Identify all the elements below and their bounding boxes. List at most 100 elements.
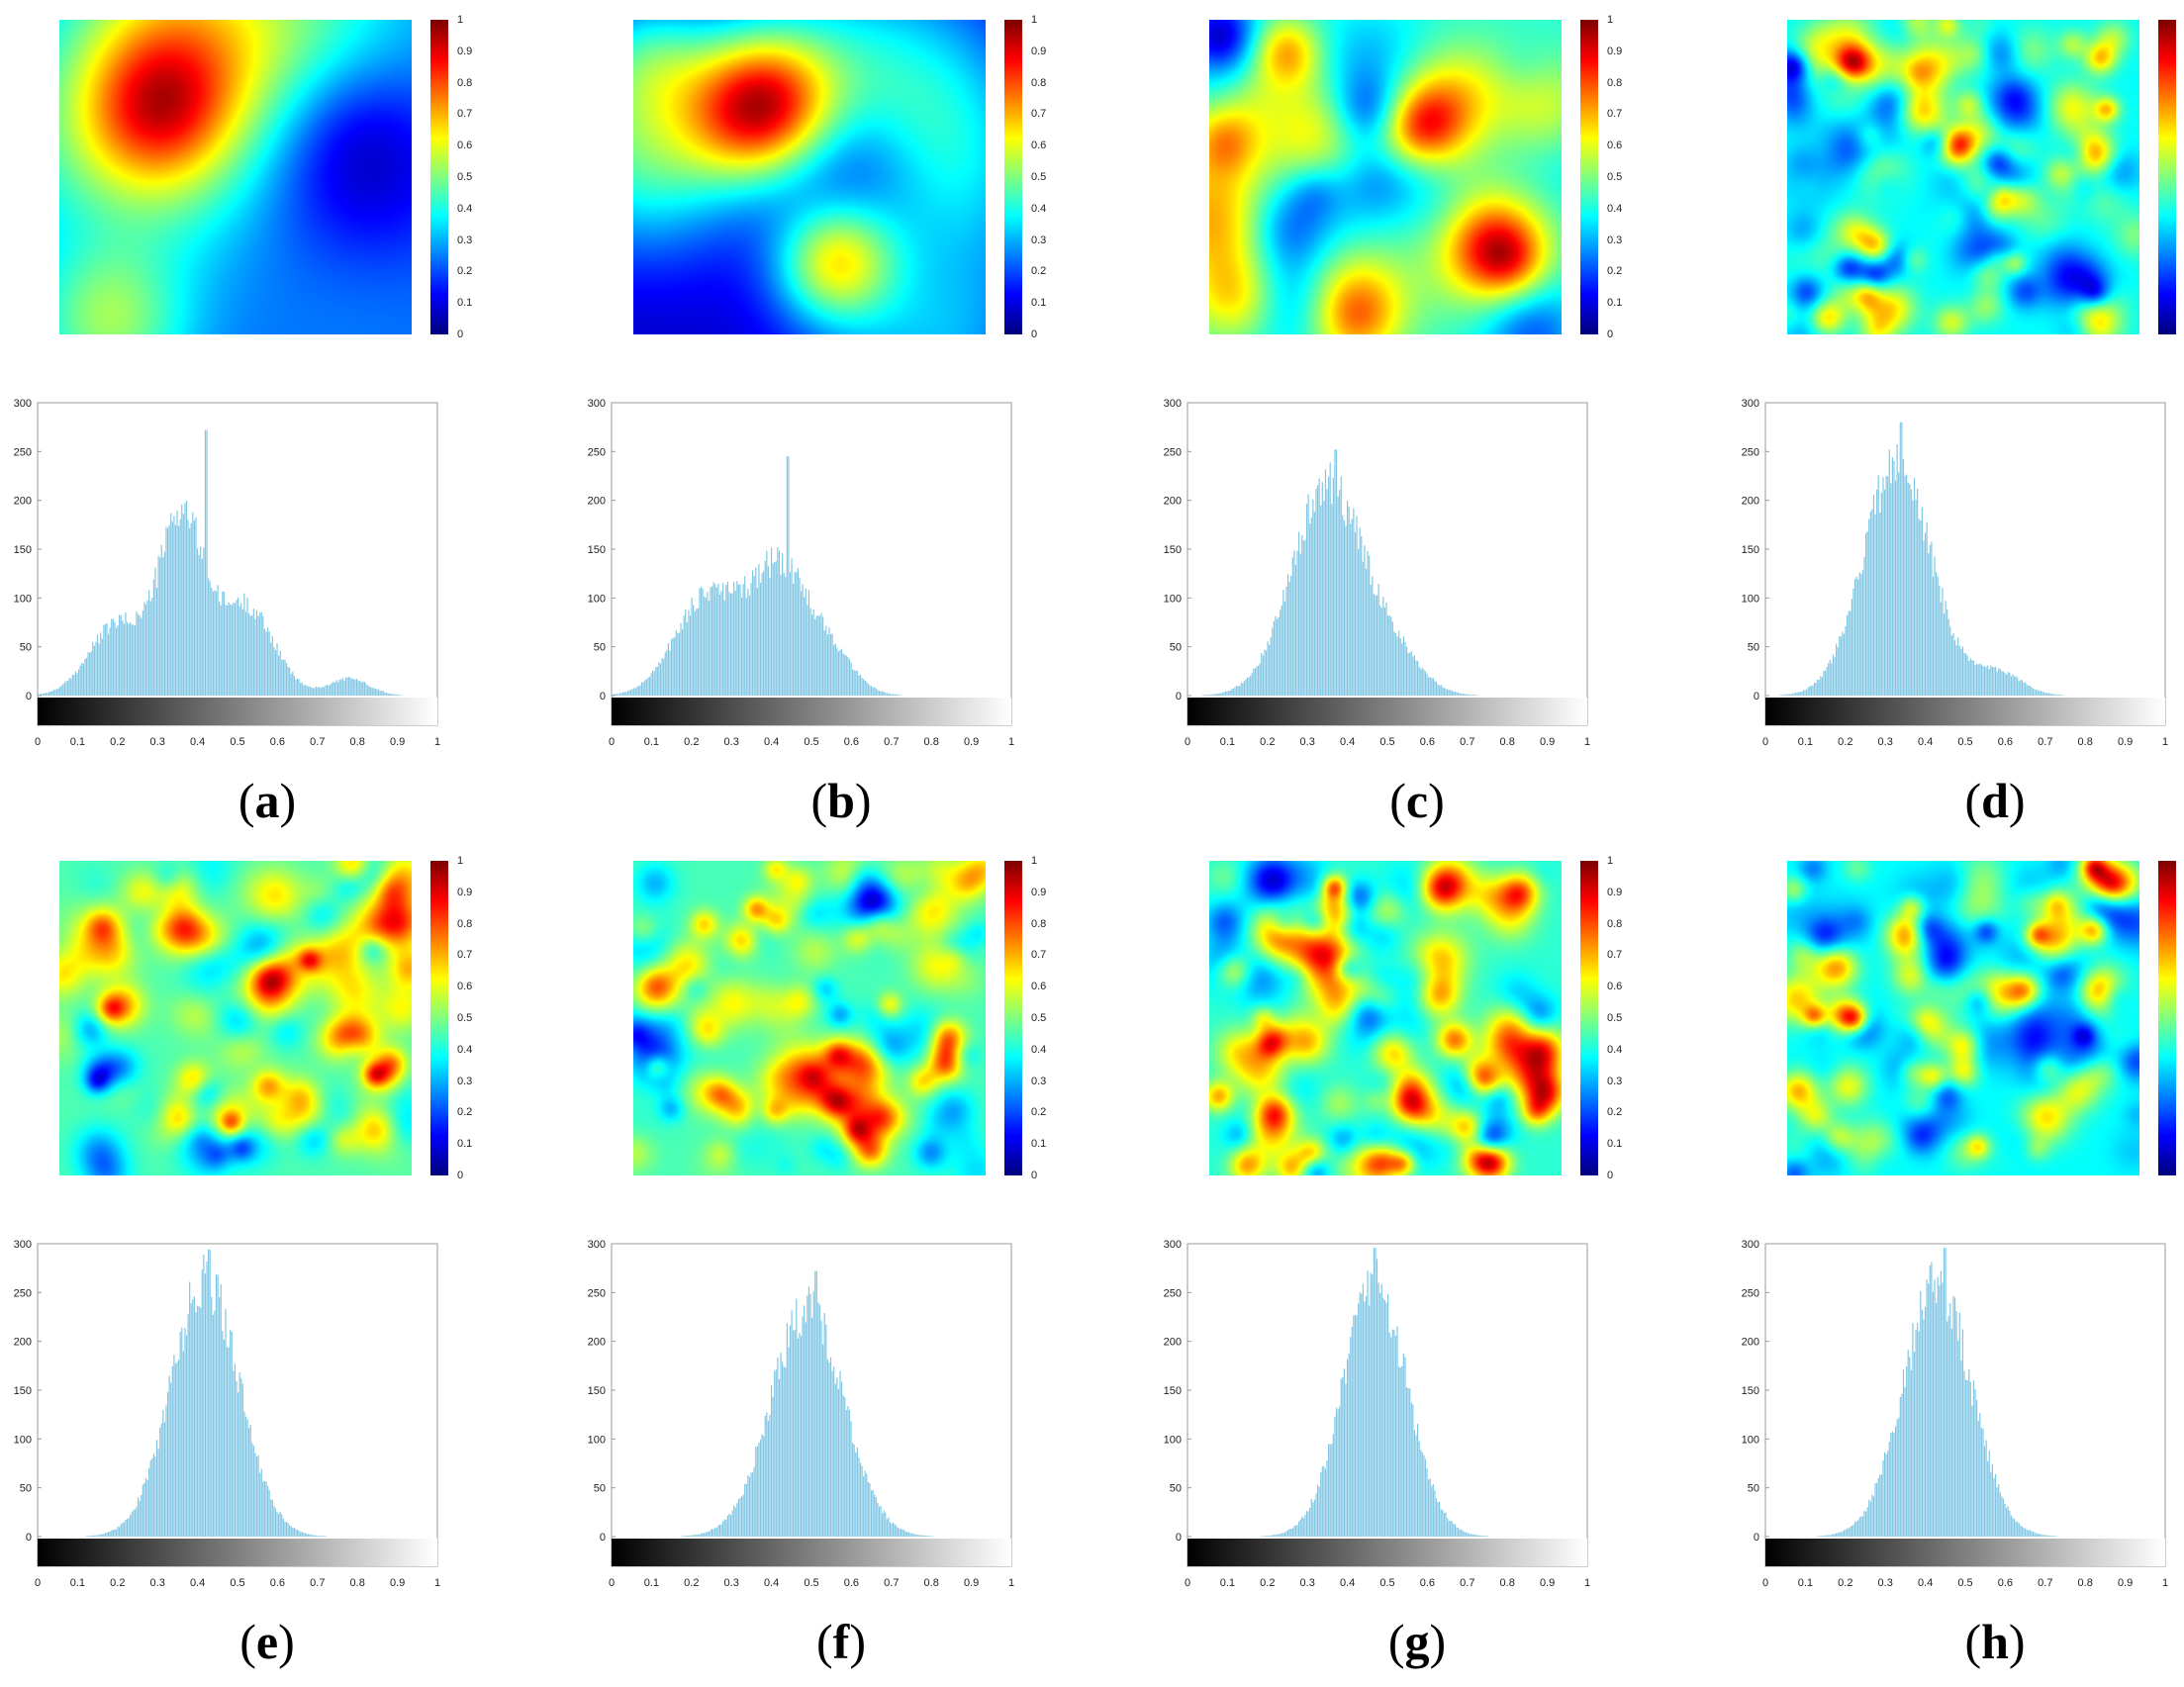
histogram-bar <box>341 677 343 696</box>
histogram-bar <box>236 1380 237 1537</box>
histogram-bar <box>1456 692 1458 696</box>
histogram-bar <box>1847 614 1849 696</box>
histogram-bar <box>1259 663 1261 696</box>
histogram-bar <box>387 693 389 696</box>
histogram-bar <box>2037 1533 2039 1537</box>
x-tick-label: 0.9 <box>964 1577 979 1589</box>
panel-letter: f <box>832 1614 850 1669</box>
histogram-bar <box>1815 683 1817 696</box>
histogram-bar <box>2012 674 2014 696</box>
histogram-bar <box>1342 515 1344 696</box>
histogram-bar <box>1942 588 1944 696</box>
histogram-bar <box>705 598 707 696</box>
histogram-bar <box>1258 665 1260 696</box>
colorbar-tick-label: 0.5 <box>457 1012 473 1024</box>
histogram-bar <box>362 681 364 696</box>
histogram-bar <box>815 615 817 696</box>
y-tick-label: 100 <box>1164 593 1182 605</box>
histogram-bar <box>257 1454 259 1537</box>
y-tick-label: 150 <box>1742 544 1759 556</box>
histogram-bar <box>1890 1432 1892 1537</box>
histogram-bar <box>1829 659 1831 696</box>
histogram-bar <box>271 1499 273 1537</box>
histogram-bar <box>1282 590 1284 696</box>
histogram-bar <box>680 622 682 696</box>
histogram-bar <box>1950 1328 1952 1537</box>
histogram-bar <box>1470 1534 1472 1537</box>
histogram-bar <box>203 547 205 696</box>
y-tick-label: 200 <box>588 496 606 508</box>
histogram-bar <box>395 694 397 696</box>
histogram-bar <box>1899 1397 1901 1537</box>
histogram-bar <box>240 1377 242 1537</box>
histogram-bar <box>85 657 88 696</box>
histogram-bar <box>1961 1329 1964 1537</box>
histogram-bar <box>2002 1498 2005 1537</box>
panel-letter: h <box>1981 1614 2009 1669</box>
histogram-bar <box>96 634 99 696</box>
histogram-bar <box>1837 647 1839 696</box>
histogram-bar <box>763 1436 765 1537</box>
histogram-bar <box>2052 694 2054 696</box>
colorbar-tick-label: 0.2 <box>457 1106 473 1119</box>
histogram-bar <box>1337 1409 1339 1537</box>
histogram-bar <box>130 1515 132 1537</box>
histogram-bar <box>853 670 855 696</box>
histogram-bar <box>1850 1527 1852 1537</box>
histogram-bar <box>634 688 636 696</box>
histogram-bar <box>146 600 148 696</box>
histogram-bar <box>1415 1435 1417 1537</box>
histogram-bar <box>1239 686 1241 696</box>
histogram-bar <box>1243 681 1245 696</box>
histogram-bar <box>1972 660 1975 696</box>
histogram-bar <box>688 609 690 696</box>
x-tick-label: 0.6 <box>270 1577 285 1589</box>
histogram-bar <box>1934 556 1936 696</box>
histogram-bar <box>1396 1326 1398 1537</box>
histogram-bar <box>300 683 302 696</box>
histogram-bar <box>1952 1295 1954 1537</box>
histogram-bar <box>293 1528 295 1537</box>
histogram-bar <box>1866 530 1868 696</box>
histogram-bar <box>926 1536 928 1537</box>
histogram-bar <box>645 679 647 696</box>
histogram-bar <box>263 1481 266 1537</box>
histogram-bar <box>109 1531 111 1537</box>
histogram-bar <box>295 1529 297 1537</box>
histogram-bar <box>2023 1528 2025 1537</box>
histogram-bar <box>1966 1380 1968 1537</box>
histogram-bar <box>1231 689 1233 696</box>
histogram-bar <box>2026 1529 2028 1537</box>
histogram-bar <box>173 515 175 696</box>
x-tick-label: 0.9 <box>2118 736 2133 748</box>
histogram-bar <box>899 1528 901 1537</box>
histogram-bar <box>90 651 92 696</box>
histogram-bar <box>1367 551 1369 696</box>
histogram-bar <box>252 1446 254 1537</box>
histogram-bar <box>1887 1451 1889 1537</box>
histogram-bar <box>2015 676 2017 696</box>
histogram-bar <box>163 1422 166 1537</box>
panel-f: 1 0.9 0.8 0.7 0.6 0.5 0.4 0.3 0.2 0.1 0 0 50 100 150 20… <box>588 841 1138 1682</box>
histogram-bar <box>1982 666 1984 696</box>
histogram-bar <box>1906 474 1908 696</box>
histogram-bar <box>629 690 632 696</box>
histogram-bar <box>2002 671 2005 696</box>
histogram-bar <box>308 1534 310 1537</box>
histogram-bar <box>664 652 666 696</box>
x-tick-label: 0.1 <box>70 736 85 748</box>
histogram-bar <box>182 514 184 696</box>
histogram-bar <box>791 1310 793 1537</box>
histogram-bar <box>752 570 754 696</box>
histogram-bar <box>333 682 336 696</box>
histogram-bar <box>825 1324 827 1537</box>
histogram-bar <box>1278 616 1280 696</box>
histogram-bar <box>1974 665 1976 696</box>
histogram-bar <box>880 691 882 696</box>
histogram-bar <box>702 1533 704 1537</box>
histogram-bar <box>160 1423 162 1537</box>
histogram-bar <box>870 686 873 696</box>
histogram-bar <box>1487 1536 1489 1537</box>
histogram-bar <box>1868 518 1870 696</box>
x-tick-label: 0.9 <box>964 736 979 748</box>
